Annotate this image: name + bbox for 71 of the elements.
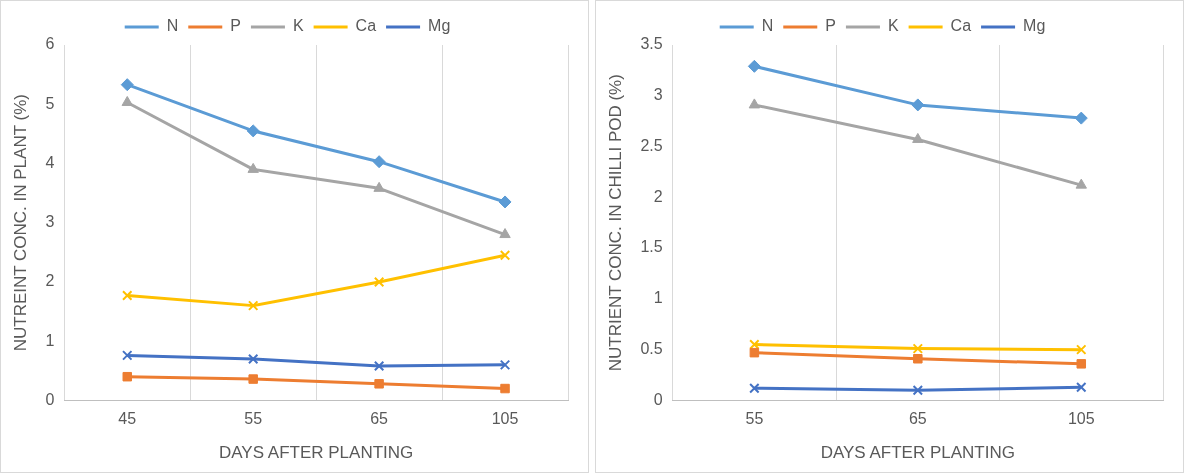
point	[1074, 111, 1088, 125]
y-tick-label: 4	[45, 153, 55, 171]
legend-label: Mg	[1023, 17, 1046, 35]
point	[499, 228, 511, 239]
y-tick-label: 0	[45, 390, 55, 408]
point	[1076, 359, 1087, 369]
y-tick-label: 3.5	[640, 35, 663, 53]
y-tick-label: 2	[45, 272, 55, 290]
y-axis-title: NUTREINT CONC. IN PLANT (%)	[10, 94, 30, 352]
legend-label: Ca	[950, 17, 972, 35]
point	[122, 290, 133, 301]
legend-label: P	[230, 17, 241, 35]
x-tick-label: 105	[1067, 410, 1095, 428]
point	[121, 95, 133, 106]
point	[247, 300, 259, 311]
point	[748, 98, 761, 109]
y-tick-label: 3	[653, 86, 663, 104]
point	[747, 59, 761, 73]
point	[373, 181, 385, 192]
point	[912, 385, 924, 396]
point	[500, 383, 510, 394]
y-tick-label: 1	[653, 289, 663, 307]
x-axis-title: DAYS AFTER PLANTING	[820, 443, 1015, 463]
y-axis-title: NUTRIENT CONC. IN CHILLI POD (%)	[605, 74, 625, 372]
y-tick-label: 3	[45, 213, 55, 231]
legend-label: K	[887, 17, 899, 35]
y-tick-label: 2.5	[640, 136, 663, 154]
legend-label: P	[825, 17, 836, 35]
x-tick-label: 65	[908, 410, 927, 428]
point	[247, 162, 259, 173]
point	[1076, 344, 1087, 355]
point	[247, 353, 259, 365]
point	[373, 276, 385, 288]
x-tick-label: 45	[118, 410, 137, 428]
point	[912, 132, 924, 143]
point	[373, 360, 385, 372]
x-tick-label: 55	[745, 410, 764, 428]
legend-label: N	[166, 17, 179, 35]
x-axis-title: DAYS AFTER PLANTING	[219, 443, 414, 463]
point	[499, 250, 511, 261]
point	[122, 350, 133, 361]
point	[246, 124, 260, 138]
point	[1076, 381, 1087, 393]
y-tick-label: 1.5	[640, 238, 663, 256]
y-tick-label: 6	[45, 35, 55, 53]
legend-label: N	[761, 17, 774, 35]
point	[749, 339, 760, 350]
point	[1075, 178, 1087, 189]
y-tick-label: 0.5	[640, 340, 663, 358]
y-tick-label: 1	[45, 331, 55, 349]
x-tick-label: 55	[244, 410, 263, 428]
point	[499, 359, 511, 371]
point	[120, 78, 134, 92]
point	[911, 98, 925, 112]
point	[122, 371, 132, 382]
y-tick-label: 2	[653, 187, 663, 205]
point	[912, 343, 924, 354]
legend-label: K	[292, 17, 304, 35]
legend-label: Ca	[355, 17, 377, 35]
point	[372, 155, 386, 169]
point	[374, 379, 384, 389]
point	[749, 382, 760, 394]
y-tick-label: 5	[45, 94, 55, 112]
x-tick-label: 65	[370, 410, 389, 428]
point	[248, 374, 258, 384]
legend-label: Mg	[428, 17, 451, 35]
x-tick-label: 105	[491, 410, 519, 428]
point	[913, 354, 923, 364]
point	[498, 195, 512, 209]
point	[749, 347, 760, 358]
y-tick-label: 0	[653, 390, 663, 408]
